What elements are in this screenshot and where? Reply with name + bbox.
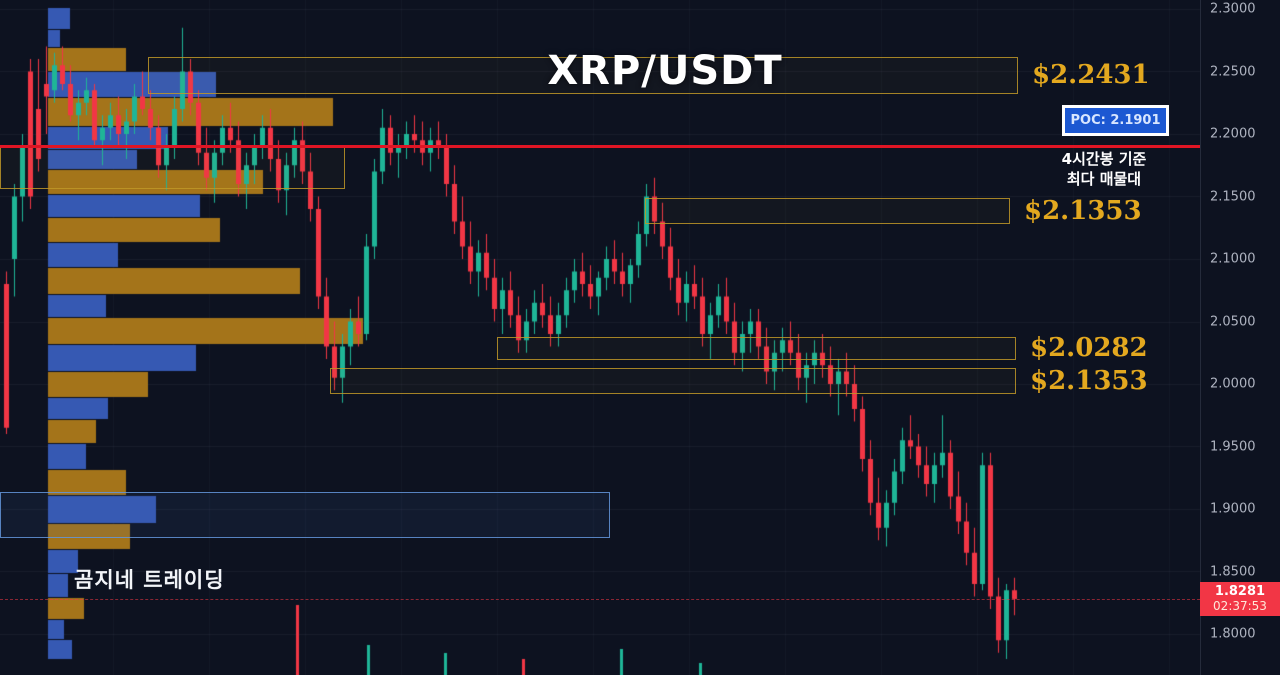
last-price-dashed-line (0, 598, 1200, 600)
zone-price-label[interactable]: $2.1353 (1024, 195, 1142, 226)
supply-zone-box[interactable] (497, 336, 1016, 361)
poc-annotation[interactable]: 4시간봉 기준 최다 매물대 (1062, 149, 1147, 189)
last-price-badge: 1.8281 02:37:53 (1200, 582, 1280, 616)
supply-zone-box[interactable] (645, 197, 1010, 224)
price-axis-label: 1.8500 (1210, 564, 1256, 579)
symbol-title: XRP/USDT (547, 48, 783, 94)
poc-price-line[interactable] (0, 144, 1200, 148)
price-axis-label: 2.2000 (1210, 126, 1256, 142)
watermark: 곰지네 트레이딩 (74, 568, 225, 592)
price-axis-label: 1.9500 (1210, 439, 1256, 454)
zone-price-label[interactable]: $2.0282 (1030, 333, 1148, 364)
supply-zone-box[interactable] (330, 367, 1016, 394)
price-axis-label: 2.3000 (1210, 1, 1256, 17)
candle-countdown: 02:37:53 (1213, 599, 1267, 613)
poc-annotation-line2: 최다 매물대 (1066, 170, 1142, 188)
supply-zone-box[interactable] (0, 146, 345, 189)
supply-zone-box[interactable] (148, 56, 1018, 94)
zone-price-label[interactable]: $2.2431 (1032, 60, 1150, 91)
price-axis-label: 2.1500 (1210, 189, 1256, 204)
price-axis-label: 1.8000 (1210, 626, 1256, 642)
price-axis-label: 1.9000 (1210, 501, 1256, 517)
poc-annotation-line1: 4시간봉 기준 (1061, 150, 1147, 168)
poc-label-box[interactable]: POC: 2.1901 (1062, 105, 1169, 136)
demand-zone-box[interactable] (0, 491, 610, 538)
price-axis-label: 2.1000 (1210, 251, 1256, 267)
last-price-value: 1.8281 (1214, 584, 1266, 599)
poc-label-text: POC: 2.1901 (1070, 113, 1161, 128)
zone-price-label[interactable]: $2.1353 (1030, 365, 1148, 396)
price-axis-label: 2.0500 (1210, 314, 1256, 329)
price-axis-label: 2.2500 (1210, 64, 1256, 79)
price-axis[interactable]: 2.3000 2.2500 2.2000 2.1500 2.1000 2.0500 2.00… (1200, 0, 1280, 675)
price-axis-label: 2.0000 (1210, 376, 1256, 392)
